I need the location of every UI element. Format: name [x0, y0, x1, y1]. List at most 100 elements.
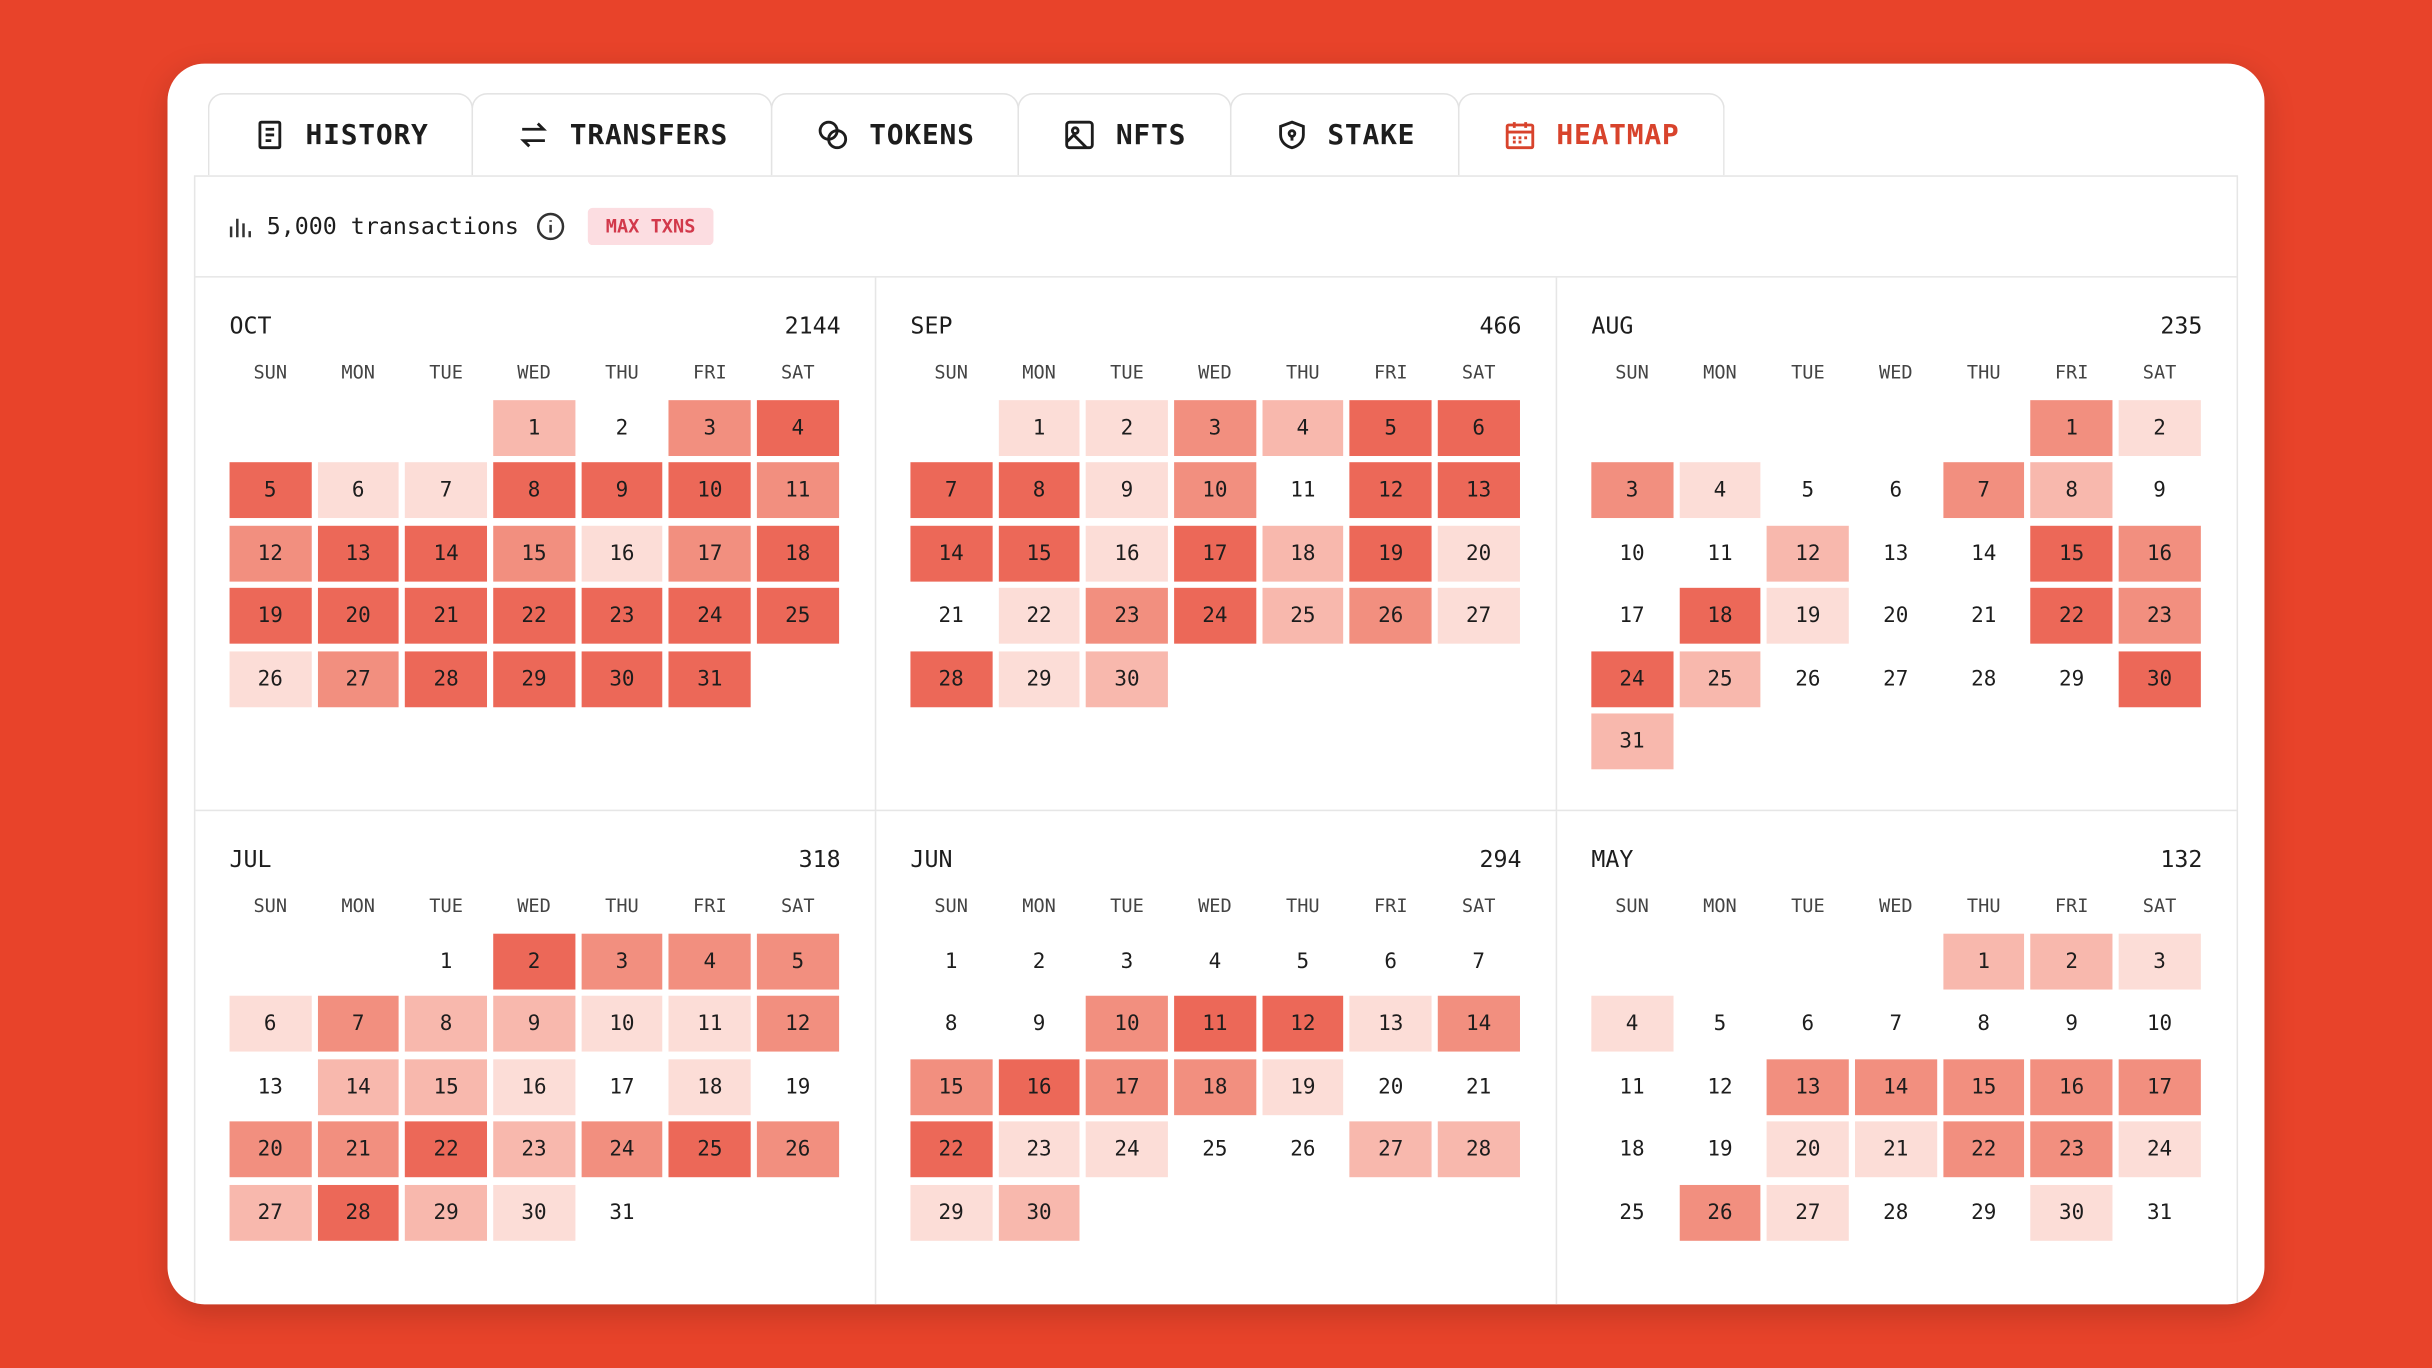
day-cell: 20 [229, 1121, 311, 1178]
empty-cell [910, 399, 991, 455]
day-label: 27 [1466, 603, 1492, 629]
tab[interactable]: STAKE [1229, 93, 1461, 176]
day-label: 21 [345, 1136, 371, 1162]
day-label: 2 [2065, 948, 2078, 974]
month-total: 466 [1479, 311, 1522, 340]
weekday-label: TUE [429, 361, 463, 384]
day-label: 10 [1114, 1011, 1140, 1037]
day-cell: 7 [1943, 462, 2025, 519]
day-cell: 1 [998, 399, 1080, 456]
weekday-label: SAT [1461, 361, 1496, 384]
day-label: 30 [2059, 1199, 2085, 1225]
tab[interactable]: TRANSFERS [472, 93, 774, 176]
day-cell: 20 [317, 587, 399, 644]
weekday-label: WED [517, 894, 551, 917]
tab-label: TRANSFERS [569, 118, 729, 152]
day-label: 23 [521, 1136, 547, 1162]
tab-label: STAKE [1327, 118, 1416, 152]
day-label: 11 [1619, 1074, 1645, 1099]
day-label: 27 [1883, 666, 1909, 691]
month-grid: OCT 2144 SUN MON TUE WED THU FRI SAT 1 2 3 4 5 6 7 8 9 10 1… [195, 277, 2237, 1305]
day-cell: 19 [1350, 525, 1432, 581]
day-cell: 14 [1943, 525, 2025, 581]
month: SEP 466 SUN MON TUE WED THU FRI SAT 1 2 3 4 5 6 7 8 9 10 11… [876, 277, 1558, 812]
day-cell: 13 [1437, 462, 1520, 519]
transactions-count: 5,000 transactions [266, 212, 519, 241]
day-label: 3 [2153, 948, 2166, 974]
day-cell: 4 [1591, 995, 1673, 1052]
calendar: SUN MON TUE WED THU FRI SAT 1 2 3 4 5 6 7 8 9 10 11 12 13 14… [1591, 358, 2202, 770]
day-cell: 1 [910, 932, 992, 989]
weekday-label: SUN [253, 361, 288, 384]
day-label: 15 [1026, 540, 1052, 566]
day-label: 8 [439, 1011, 453, 1037]
day-cell: 27 [1767, 1184, 1849, 1241]
day-label: 31 [2146, 1199, 2173, 1225]
month-header: AUG 235 [1591, 312, 2202, 346]
day-label: 1 [944, 948, 958, 974]
tab[interactable]: HEATMAP [1458, 93, 1725, 176]
day-label: 15 [1971, 1074, 1997, 1099]
day-cell: 26 [229, 650, 311, 707]
day-label: 15 [521, 540, 547, 566]
day-label: 19 [1707, 1136, 1733, 1162]
day-cell: 21 [405, 587, 487, 644]
icon [1065, 120, 1095, 150]
day-cell: 11 [757, 462, 839, 519]
empty-cell [1591, 399, 1672, 455]
day-label: 5 [1296, 948, 1310, 974]
day-cell: 5 [1679, 995, 1761, 1052]
empty-cell [317, 933, 398, 989]
day-label: 15 [938, 1074, 964, 1099]
day-cell: 6 [317, 462, 399, 519]
tab[interactable]: TOKENS [771, 93, 1020, 176]
day-cell: 19 [229, 587, 311, 644]
day-label: 25 [785, 603, 811, 629]
weekday-label: TUE [1110, 361, 1144, 384]
day-label: 24 [697, 603, 723, 629]
day-label: 9 [527, 1011, 541, 1037]
tab[interactable]: HISTORY [207, 93, 474, 176]
summary: 5,000 transactions MAX TXNS [195, 177, 2237, 278]
month-total: 2144 [784, 311, 841, 340]
day-label: 8 [944, 1011, 958, 1037]
day-cell: 24 [581, 1121, 663, 1178]
day-cell: 16 [493, 1058, 575, 1115]
day-label: 4 [1208, 948, 1222, 974]
day-cell: 8 [910, 995, 992, 1052]
day-cell: 22 [998, 587, 1080, 644]
day-label: 3 [1208, 414, 1222, 440]
day-cell: 29 [2030, 650, 2113, 707]
day-cell: 21 [910, 587, 992, 644]
month-name: MAY [1591, 845, 1634, 874]
day-label: 4 [1713, 477, 1727, 503]
day-label: 30 [1026, 1199, 1052, 1225]
day-cell: 2 [998, 932, 1080, 989]
day-label: 3 [1625, 477, 1639, 503]
tab[interactable]: NFTS [1018, 93, 1232, 176]
day-cell: 13 [1767, 1058, 1849, 1115]
day-cell: 24 [1086, 1121, 1168, 1178]
day-label: 20 [1378, 1074, 1404, 1099]
empty-cell [1943, 399, 2024, 455]
day-label: 12 [257, 540, 283, 566]
day-cell: 25 [1174, 1121, 1256, 1178]
day-cell: 23 [2118, 587, 2201, 644]
weekday-label: SUN [934, 361, 968, 384]
day-label: 27 [257, 1199, 283, 1225]
tab-label: HEATMAP [1556, 118, 1680, 152]
day-cell: 28 [1855, 1184, 1937, 1241]
month-total: 235 [2160, 311, 2203, 340]
weekday-label: SAT [780, 361, 815, 384]
empty-cell [1855, 399, 1936, 455]
day-label: 25 [1290, 603, 1316, 629]
info-icon[interactable] [534, 211, 565, 242]
weekday-label: WED [1198, 894, 1232, 917]
day-label: 8 [1032, 477, 1046, 503]
day-cell: 31 [1591, 713, 1673, 770]
day-cell: 21 [1855, 1121, 1937, 1178]
day-cell: 5 [1350, 399, 1432, 456]
month-name: SEP [910, 311, 953, 340]
weekday-label: MON [1703, 894, 1737, 917]
day-cell: 9 [2118, 462, 2201, 519]
